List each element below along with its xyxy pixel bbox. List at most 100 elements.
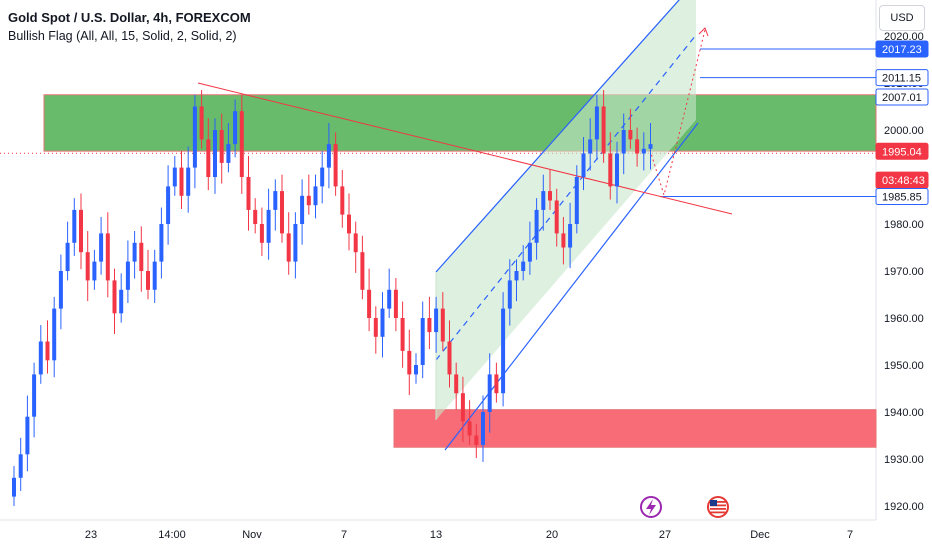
candle-body [79,209,83,253]
candle-body [554,200,559,234]
candle-body [367,289,372,318]
candle-body [112,280,117,314]
candle-body [514,271,519,281]
price-tag [875,88,929,106]
candle-body [494,374,499,394]
candle-body [447,341,452,375]
candle-body [293,224,298,262]
candle-body [280,191,284,234]
price-tag [875,40,929,58]
candle-body [320,167,325,187]
candle-body [380,308,385,337]
y-tick-label: 1950.00 [884,360,924,372]
price-tag-label: 1985.85 [882,192,922,204]
price-tag [875,188,929,206]
lightning-icon-glyph [646,499,656,515]
candle-body [561,233,566,248]
candle-body [253,209,258,224]
candle-body [12,477,16,497]
candle-body [521,261,526,271]
candle-body [105,233,110,281]
candle-body [487,374,492,412]
candle-body [507,280,512,309]
us-flag-stripe [710,501,726,503]
descending-trendline [197,82,733,215]
candle-body [628,130,633,140]
candle-body [239,111,244,177]
channel-mid-line [435,34,697,361]
candle-body [588,139,593,154]
support-zone [393,409,877,448]
currency-button[interactable]: USD [879,5,925,31]
us-flag-stripe [710,511,726,514]
price-tag-label: 1995.04 [882,146,922,158]
candle-body [146,271,150,290]
candle-body [615,153,619,187]
candle-body [25,416,30,455]
candle-body [32,374,37,417]
candle-body [72,209,77,243]
candle-body [45,341,50,361]
candle-body [481,412,485,445]
candle-body [527,242,532,262]
candle-body [206,139,211,177]
candle-body [434,308,439,333]
x-tick-label: 23 [85,529,97,541]
candle-body [440,308,445,342]
candle-body [594,106,599,140]
candle-body [273,191,278,210]
candle-body [534,209,539,243]
candle-body [400,318,405,351]
candle-body [501,308,506,394]
chart-title: Gold Spot / U.S. Dollar, 4h, FOREXCOM [8,10,251,25]
candle-body [85,252,90,281]
candle-body [199,106,204,140]
y-tick-label: 1940.00 [884,407,924,419]
candle-body [360,252,365,290]
price-tag-label: 2007.01 [882,92,922,104]
indicator-legend[interactable]: Bullish Flag (All, All, 15, Solid, 2, So… [8,29,237,43]
candle-body [474,435,479,445]
candle-body [18,454,23,478]
y-tick-label: 1920.00 [884,501,924,513]
x-tick-label: Nov [242,529,262,541]
candle-body [326,144,331,168]
candle-body [601,106,606,154]
candle-body [393,289,398,318]
candle-body [246,177,251,210]
candle-body [306,195,311,206]
candle-body [608,153,613,187]
price-tag-label: 2011.15 [882,73,921,85]
candle-body [259,224,264,243]
candle-body [213,130,217,177]
candle-body [427,318,432,333]
x-tick-label: 7 [847,529,853,541]
y-tick-label: 2000.00 [884,125,924,137]
channel-upper-line [435,0,680,273]
candle-body [92,261,97,281]
candle-body [300,195,305,224]
price-tag-label: 03:48:43 [882,175,925,187]
candle-body [132,242,137,262]
y-tick-label: 1980.00 [884,219,924,231]
channel-lower-line [444,122,699,451]
us-flag-stripe [710,508,726,510]
price-tag [875,142,929,160]
candle-body [541,191,546,210]
bullish-flag-channel [436,0,696,420]
candle-body [641,148,646,154]
projection-path [649,29,706,197]
y-tick-label: 2020.00 [884,31,924,43]
candle-body [159,224,164,262]
x-tick-label: 13 [430,529,442,541]
y-tick-label: 1930.00 [884,454,924,466]
candle-body [186,167,191,196]
candle-body [333,144,338,187]
price-tag-label: 2017.23 [882,44,922,56]
candle-body [99,233,104,262]
candle-body [38,341,43,375]
candle-body [340,186,345,215]
price-tag [875,69,929,87]
candle-body [568,224,573,248]
